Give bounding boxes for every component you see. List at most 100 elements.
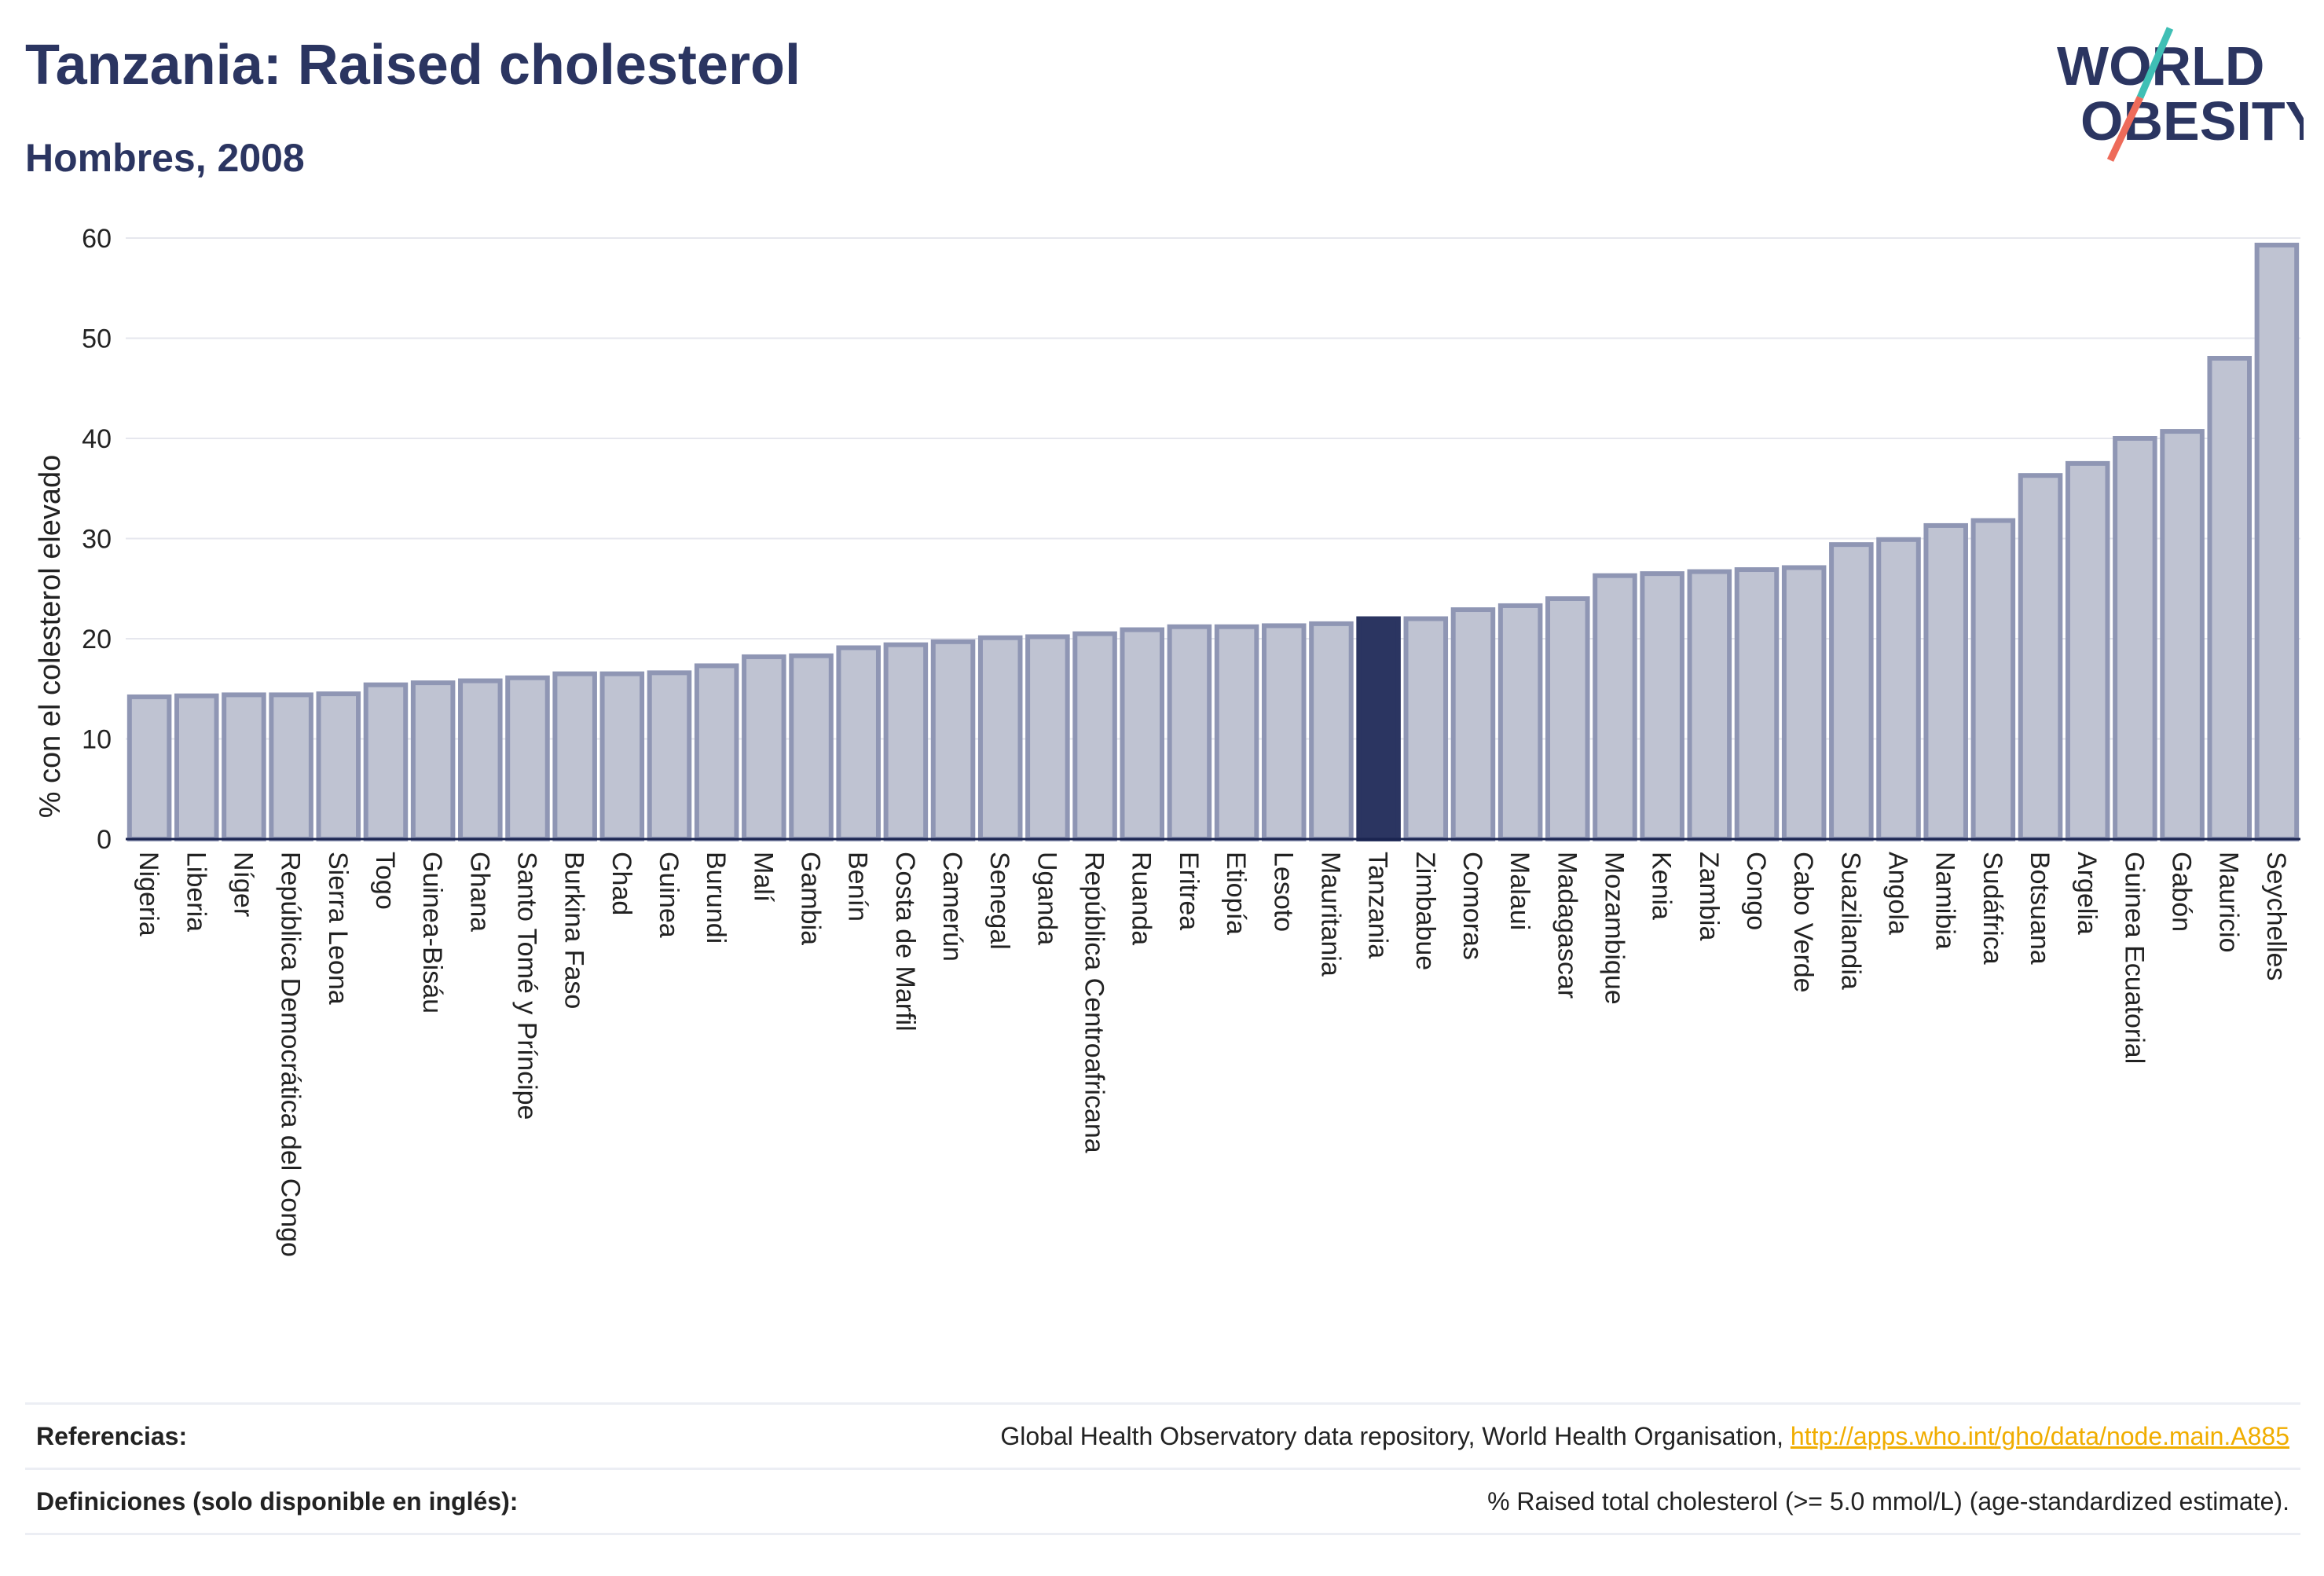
x-tick-label: Mauritania xyxy=(1315,852,1345,977)
references-link[interactable]: http://apps.who.int/gho/data/node.main.A… xyxy=(1790,1421,2289,1450)
x-tick-label: Lesoto xyxy=(1268,852,1298,932)
x-tick-label: Suazilandia xyxy=(1835,852,1865,990)
x-tick-label: Comoras xyxy=(1457,852,1487,960)
x-tick-label: Eritrea xyxy=(1174,852,1204,930)
y-tick-label: 0 xyxy=(97,825,112,855)
x-axis-tick-labels: Nigeria Liberia Níger República Democrática… xyxy=(134,852,2291,1257)
bar-ghana xyxy=(458,678,503,841)
bar-ruanda xyxy=(1120,627,1165,842)
x-tick-label: Santo Tomé y Príncipe xyxy=(511,852,541,1120)
bar-chart: 0 10 20 30 40 50 60 Nigeria Liberia Níger Repúbli… xyxy=(34,224,2300,1257)
x-tick-label: Guinea-Bisáu xyxy=(417,852,447,1013)
bar-comoras xyxy=(1450,607,1496,842)
page-title: Tanzania: Raised cholesterol xyxy=(25,34,801,97)
x-tick-label: Malí xyxy=(748,852,778,903)
x-tick-label: Guinea Ecuatorial xyxy=(2119,852,2149,1064)
y-tick-label: 40 xyxy=(82,424,112,454)
x-tick-label: Sudáfrica xyxy=(1978,852,2007,965)
x-tick-label: Tanzania xyxy=(1363,852,1393,958)
definitions-row: Definiciones (solo disponible en inglés)… xyxy=(25,1468,2300,1535)
references-label: Referencias: xyxy=(36,1421,188,1450)
bar-angola xyxy=(1876,537,1921,841)
bar-kenia xyxy=(1640,571,1684,841)
x-tick-label: Ghana xyxy=(464,852,494,932)
x-tick-label: Madagascar xyxy=(1552,852,1582,999)
bar-guinea-bisau xyxy=(410,680,456,841)
y-axis-title: % con el colesterol elevado xyxy=(34,455,67,819)
x-tick-label: Ruanda xyxy=(1127,852,1157,945)
y-tick-label: 60 xyxy=(82,224,112,254)
x-tick-label: Uganda xyxy=(1032,852,1061,945)
bar-gambia xyxy=(789,653,834,841)
y-tick-label: 20 xyxy=(82,625,112,654)
x-tick-label: Congo xyxy=(1741,852,1771,930)
bar-congo xyxy=(1734,567,1780,841)
bar-mali xyxy=(742,654,786,842)
bar-sudafrica xyxy=(1970,518,2016,841)
bar-zimbabue xyxy=(1403,616,1449,841)
logo-slash-top xyxy=(2136,27,2174,99)
bar-niger xyxy=(222,692,266,842)
x-tick-label: Gambia xyxy=(796,852,826,945)
bar-camerun xyxy=(930,639,976,842)
x-tick-label: Burundi xyxy=(701,852,731,944)
x-tick-label: Argelia xyxy=(2072,852,2102,935)
x-tick-label: Sierra Leona xyxy=(323,852,353,1005)
x-tick-label: Guinea xyxy=(654,852,684,938)
definitions-text: % Raised total cholesterol (>= 5.0 mmol/… xyxy=(1487,1486,2289,1516)
bar-republica-centroafricana xyxy=(1072,631,1117,841)
y-tick-label: 50 xyxy=(82,324,112,354)
bar-cabo-verde xyxy=(1781,565,1827,841)
bar-madagascar xyxy=(1545,596,1590,841)
bar-senegal xyxy=(977,635,1023,841)
bar-santo-tome-y-principe xyxy=(505,675,550,841)
bar-mauricio xyxy=(2207,356,2253,841)
logo-slash-bottom xyxy=(2106,96,2144,162)
x-tick-label: Botsuana xyxy=(2025,852,2055,965)
x-tick-label: República Centroafricana xyxy=(1080,852,1109,1153)
bar-botsuana xyxy=(2018,473,2063,841)
bar-guinea xyxy=(647,670,692,841)
bar-zambia xyxy=(1687,569,1732,841)
bar-burkina-faso xyxy=(552,671,597,841)
x-tick-label: Cabo Verde xyxy=(1788,852,1818,993)
y-tick-label: 10 xyxy=(82,725,112,755)
bar-benin xyxy=(836,645,881,841)
bar-liberia xyxy=(174,693,219,841)
x-tick-label: Seychelles xyxy=(2261,852,2291,980)
bar-togo xyxy=(363,682,409,842)
world-obesity-logo: WORLD OBESITY xyxy=(2057,27,2304,162)
y-axis-tick-labels: 0 10 20 30 40 50 60 xyxy=(82,224,112,855)
bar-chad xyxy=(599,671,645,841)
bar-costa-de-marfil xyxy=(883,642,929,842)
logo-line-obesity: OBESITY xyxy=(2080,90,2304,152)
x-tick-label: Namibia xyxy=(1930,852,1960,950)
x-tick-label: Chad xyxy=(607,852,636,915)
bar-argelia xyxy=(2065,460,2110,841)
x-tick-label: Angola xyxy=(1883,852,1913,935)
bar-mauritania xyxy=(1309,621,1354,841)
bar-gabon xyxy=(2160,429,2205,841)
x-tick-label: Mozambique xyxy=(1599,852,1629,1005)
x-tick-label: Zambia xyxy=(1694,852,1724,940)
bar-mozambique xyxy=(1593,573,1637,841)
bar-lesoto xyxy=(1261,623,1307,841)
bar-sierra-leona xyxy=(316,691,361,841)
bar-suazilandia xyxy=(1829,542,1874,841)
bar-etiopia xyxy=(1214,624,1259,841)
x-tick-label: Togo xyxy=(370,852,400,910)
x-tick-label: República Democrática del Congo xyxy=(276,852,306,1257)
x-tick-label: Mauricio xyxy=(2214,852,2244,952)
x-tick-label: Malaui xyxy=(1505,852,1534,930)
x-tick-label: Costa de Marfil xyxy=(890,852,920,1032)
bar-nigeria xyxy=(126,694,172,842)
x-tick-label: Etiopía xyxy=(1221,852,1251,935)
x-tick-label: Níger xyxy=(228,852,258,917)
x-tick-label: Camerún xyxy=(937,852,967,962)
bar-burundi xyxy=(694,663,739,841)
references-value: Global Health Observatory data repositor… xyxy=(1000,1422,2289,1451)
bar-republica-democratica-del-congo xyxy=(269,692,313,842)
references-row: Referencias: Global Health Observatory d… xyxy=(25,1402,2300,1468)
references-text: Global Health Observatory data repositor… xyxy=(1000,1421,1791,1450)
bar-uganda xyxy=(1025,634,1070,841)
